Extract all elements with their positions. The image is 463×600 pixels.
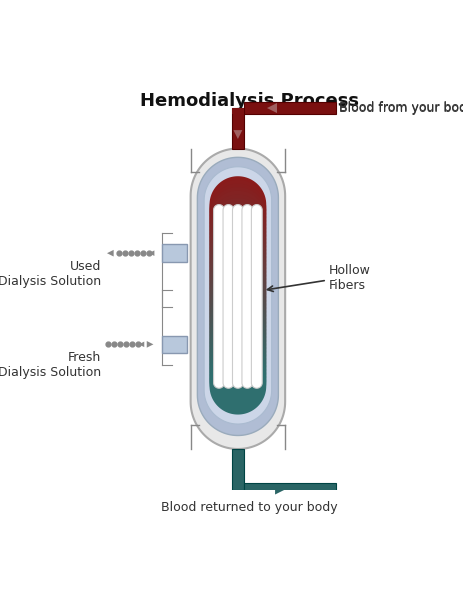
Bar	[161, 244, 187, 262]
Polygon shape	[209, 350, 266, 411]
Polygon shape	[209, 187, 266, 247]
Polygon shape	[209, 256, 266, 316]
Polygon shape	[209, 281, 266, 342]
Polygon shape	[232, 205, 243, 388]
Polygon shape	[209, 260, 266, 320]
Polygon shape	[223, 205, 233, 388]
Polygon shape	[251, 205, 262, 388]
Polygon shape	[209, 314, 266, 374]
Bar	[232, 108, 244, 114]
Polygon shape	[209, 343, 266, 404]
Polygon shape	[209, 176, 266, 236]
Polygon shape	[209, 325, 266, 385]
Polygon shape	[209, 311, 266, 371]
Polygon shape	[209, 263, 266, 324]
Polygon shape	[209, 231, 266, 291]
Polygon shape	[209, 253, 266, 313]
Polygon shape	[209, 278, 266, 338]
Polygon shape	[209, 180, 266, 240]
Polygon shape	[209, 267, 266, 328]
Polygon shape	[209, 354, 266, 415]
Polygon shape	[209, 212, 266, 273]
Polygon shape	[209, 347, 266, 407]
Polygon shape	[209, 202, 266, 262]
Polygon shape	[209, 318, 266, 378]
Text: Used
Dialysis Solution: Used Dialysis Solution	[0, 260, 100, 288]
Polygon shape	[209, 322, 266, 382]
Polygon shape	[209, 184, 266, 244]
Text: Fresh
Dialysis Solution: Fresh Dialysis Solution	[0, 351, 100, 379]
Polygon shape	[209, 304, 266, 364]
Bar	[244, 484, 335, 496]
Polygon shape	[209, 242, 266, 302]
Polygon shape	[213, 205, 224, 388]
Polygon shape	[209, 274, 266, 335]
Text: Hollow
Fibers: Hollow Fibers	[328, 264, 370, 292]
Bar	[232, 449, 244, 490]
Polygon shape	[209, 216, 266, 277]
Polygon shape	[209, 332, 266, 393]
Polygon shape	[209, 220, 266, 280]
Polygon shape	[209, 249, 266, 309]
Polygon shape	[209, 336, 266, 397]
Polygon shape	[209, 289, 266, 349]
Bar	[161, 335, 187, 353]
Polygon shape	[209, 285, 266, 346]
Polygon shape	[209, 329, 266, 389]
Polygon shape	[204, 167, 271, 424]
Text: Blood returned to your body: Blood returned to your body	[161, 501, 337, 514]
Polygon shape	[209, 205, 266, 266]
Polygon shape	[209, 191, 266, 251]
Polygon shape	[209, 300, 266, 360]
Polygon shape	[209, 238, 266, 298]
Polygon shape	[241, 205, 252, 388]
Polygon shape	[209, 307, 266, 367]
Bar	[232, 490, 244, 496]
Text: Blood from your body: Blood from your body	[338, 101, 463, 115]
Polygon shape	[209, 271, 266, 331]
Text: Hemodialysis Process: Hemodialysis Process	[139, 92, 358, 110]
Polygon shape	[209, 227, 266, 287]
Polygon shape	[190, 149, 285, 449]
Polygon shape	[209, 223, 266, 284]
Text: Blood from your body: Blood from your body	[338, 101, 463, 114]
Polygon shape	[197, 157, 278, 436]
Polygon shape	[209, 296, 266, 356]
Polygon shape	[209, 340, 266, 400]
Polygon shape	[209, 245, 266, 305]
Polygon shape	[209, 209, 266, 269]
Polygon shape	[209, 292, 266, 353]
Bar	[244, 102, 335, 114]
Bar	[232, 108, 244, 149]
Polygon shape	[209, 194, 266, 255]
Polygon shape	[209, 235, 266, 295]
Polygon shape	[209, 198, 266, 259]
